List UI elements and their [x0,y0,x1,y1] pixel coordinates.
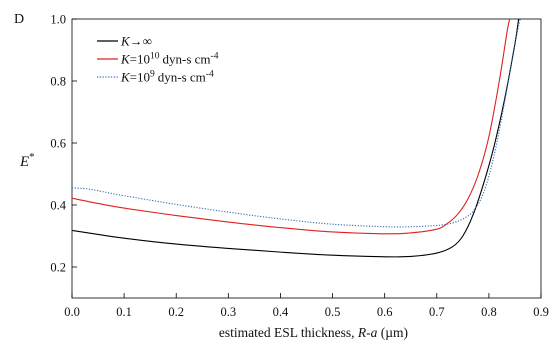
x-tick-label: 0.3 [221,305,237,319]
plot-frame [71,18,542,299]
legend-label: K→∞ [120,34,152,49]
x-tick-label: 0.8 [481,305,497,319]
legend-label: K=109 dyn-s cm-4 [120,70,214,85]
x-tick-label: 0.1 [116,305,132,319]
x-tick-label: 0.6 [377,305,393,319]
y-tick-label: 0.2 [50,261,66,275]
y-tick-label: 0.8 [50,75,66,89]
x-tick-label: 0.7 [429,305,445,319]
y-tick-label: 0.4 [50,199,66,213]
x-tick-label: 0.4 [273,305,289,319]
y-tick-label: 1.0 [50,13,66,27]
x-axis-label: estimated ESL thickness, R-a (µm) [219,325,408,340]
x-tick-label: 0.5 [325,305,341,319]
y-tick-label: 0.6 [50,137,66,151]
series-line-k-1e9 [72,19,521,228]
legend-label: K=1010 dyn-s cm-4 [120,52,219,67]
x-tick-label: 0.0 [64,305,80,319]
series-line-k-infinity [72,19,520,258]
x-tick-label: 0.9 [533,305,549,319]
y-axis-label: E* [19,151,35,170]
panel-label: D [14,12,24,27]
x-tick-label: 0.2 [168,305,184,319]
series-line-k-1e10 [72,19,511,235]
